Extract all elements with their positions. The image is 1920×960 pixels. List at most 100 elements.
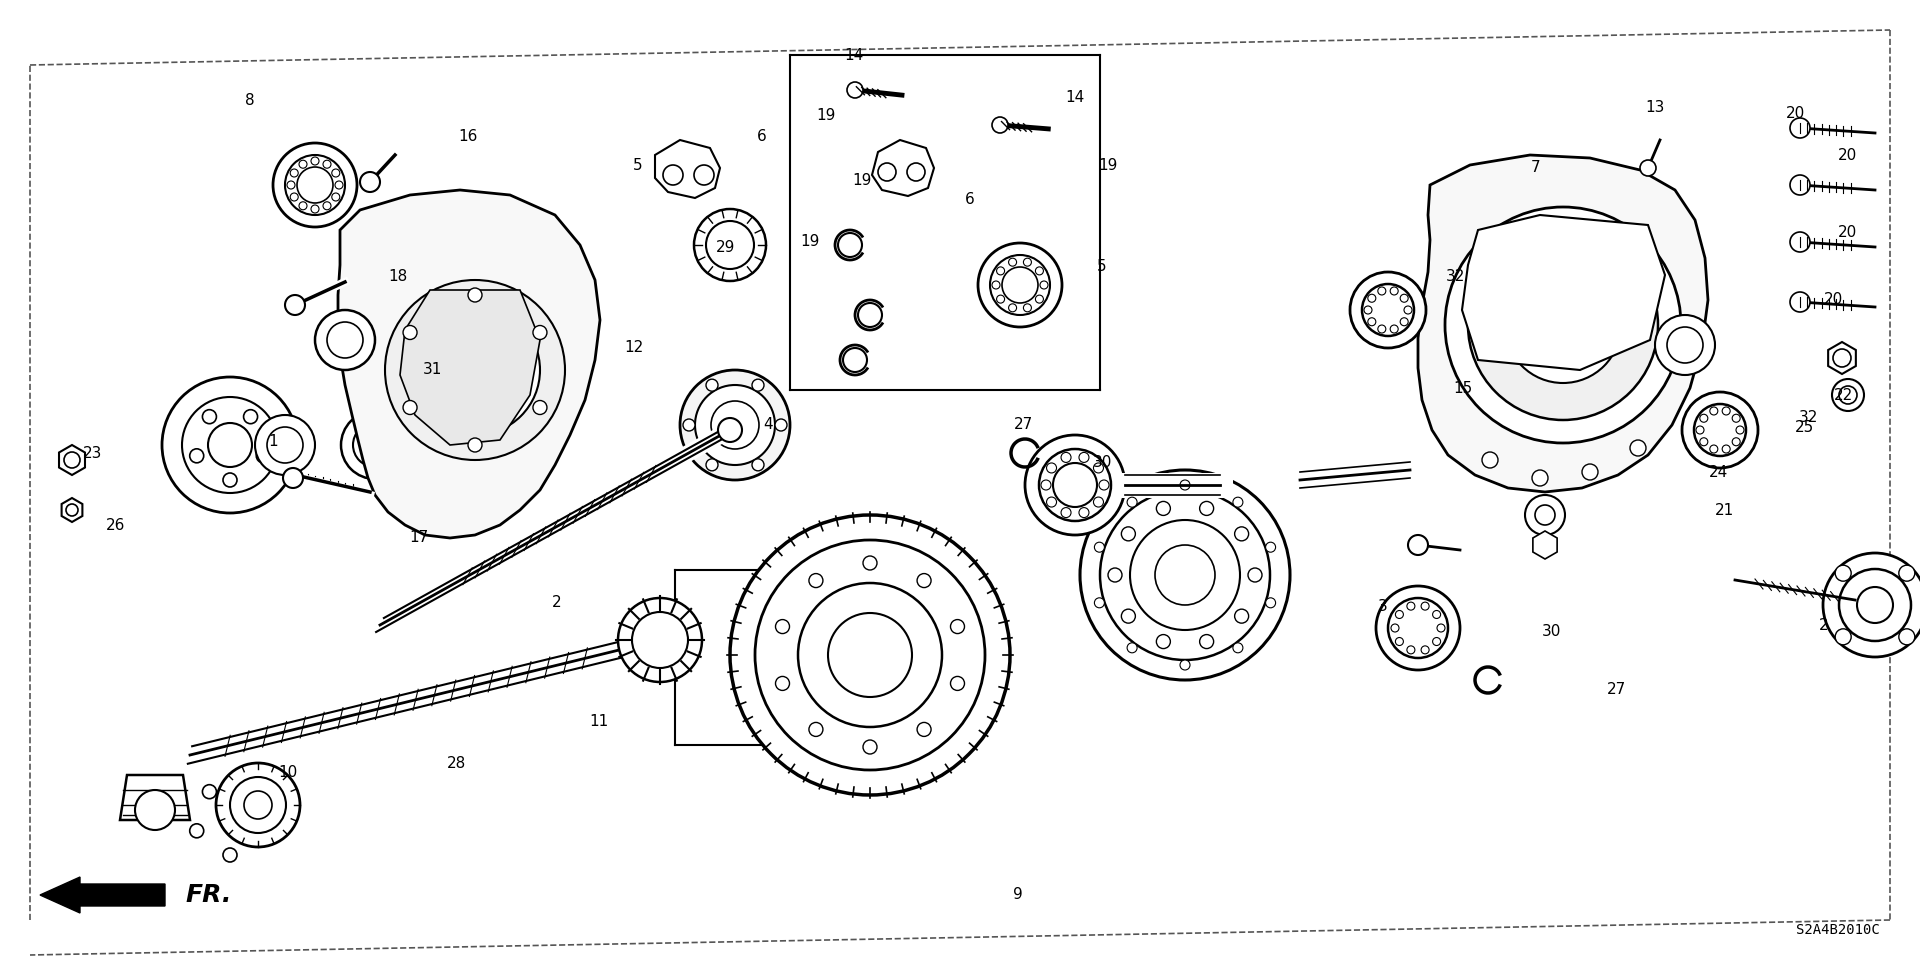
Text: 13: 13 bbox=[1645, 100, 1665, 115]
Text: 22: 22 bbox=[1834, 388, 1853, 403]
Circle shape bbox=[977, 243, 1062, 327]
Circle shape bbox=[1062, 508, 1071, 517]
Circle shape bbox=[534, 325, 547, 340]
Text: 14: 14 bbox=[1066, 90, 1085, 106]
Text: 30: 30 bbox=[1092, 455, 1112, 470]
Circle shape bbox=[311, 157, 319, 165]
Circle shape bbox=[65, 504, 79, 516]
Circle shape bbox=[847, 82, 862, 98]
Circle shape bbox=[1035, 295, 1043, 303]
Circle shape bbox=[1732, 438, 1740, 445]
Circle shape bbox=[707, 221, 755, 269]
Circle shape bbox=[1722, 407, 1730, 415]
Circle shape bbox=[284, 155, 346, 215]
Circle shape bbox=[202, 410, 217, 423]
Circle shape bbox=[1181, 480, 1190, 490]
Text: 9: 9 bbox=[1012, 887, 1023, 902]
Circle shape bbox=[1699, 415, 1707, 422]
Circle shape bbox=[215, 763, 300, 847]
Text: 11: 11 bbox=[589, 714, 609, 730]
Text: 25: 25 bbox=[1795, 420, 1814, 435]
Circle shape bbox=[1839, 569, 1910, 641]
Circle shape bbox=[1039, 449, 1112, 521]
Text: 20: 20 bbox=[1786, 106, 1805, 121]
Polygon shape bbox=[1532, 531, 1557, 559]
Circle shape bbox=[311, 205, 319, 213]
Circle shape bbox=[1377, 586, 1459, 670]
Text: 1: 1 bbox=[267, 434, 278, 449]
Circle shape bbox=[1832, 379, 1864, 411]
Circle shape bbox=[1532, 295, 1594, 355]
Circle shape bbox=[1655, 315, 1715, 375]
Circle shape bbox=[632, 612, 687, 668]
Circle shape bbox=[1367, 295, 1377, 302]
Circle shape bbox=[1233, 497, 1242, 507]
Circle shape bbox=[1156, 635, 1171, 649]
Circle shape bbox=[662, 165, 684, 185]
Circle shape bbox=[1390, 624, 1400, 632]
Circle shape bbox=[950, 619, 964, 634]
Text: 16: 16 bbox=[459, 129, 478, 144]
Circle shape bbox=[996, 267, 1004, 275]
Circle shape bbox=[707, 459, 718, 470]
Circle shape bbox=[1156, 501, 1171, 516]
Text: 14: 14 bbox=[845, 48, 864, 63]
Circle shape bbox=[1532, 470, 1548, 486]
Circle shape bbox=[1582, 464, 1597, 480]
Circle shape bbox=[290, 193, 298, 201]
Circle shape bbox=[267, 427, 303, 463]
Circle shape bbox=[1094, 497, 1104, 507]
Text: 6: 6 bbox=[964, 192, 975, 207]
Circle shape bbox=[1367, 318, 1377, 325]
Circle shape bbox=[1789, 118, 1811, 138]
Circle shape bbox=[255, 824, 271, 838]
Circle shape bbox=[353, 423, 397, 467]
Circle shape bbox=[1235, 527, 1248, 540]
Circle shape bbox=[284, 295, 305, 315]
Circle shape bbox=[1200, 635, 1213, 649]
Circle shape bbox=[906, 163, 925, 181]
Text: 27: 27 bbox=[1607, 682, 1626, 697]
Circle shape bbox=[1052, 463, 1096, 507]
Circle shape bbox=[693, 165, 714, 185]
Circle shape bbox=[1407, 602, 1415, 611]
Text: 19: 19 bbox=[1098, 157, 1117, 173]
Circle shape bbox=[1421, 646, 1428, 654]
Circle shape bbox=[1079, 508, 1089, 517]
Text: 4: 4 bbox=[762, 417, 774, 432]
Circle shape bbox=[363, 433, 388, 457]
Circle shape bbox=[244, 791, 273, 819]
Circle shape bbox=[63, 452, 81, 468]
Circle shape bbox=[1400, 295, 1407, 302]
Circle shape bbox=[1432, 611, 1440, 618]
Circle shape bbox=[315, 310, 374, 370]
Circle shape bbox=[290, 169, 298, 177]
Circle shape bbox=[1789, 232, 1811, 252]
Circle shape bbox=[1421, 602, 1428, 611]
Circle shape bbox=[403, 325, 417, 340]
Circle shape bbox=[1046, 463, 1056, 473]
Text: S2A4B2010C: S2A4B2010C bbox=[1797, 923, 1880, 937]
Circle shape bbox=[753, 379, 764, 391]
Circle shape bbox=[1736, 426, 1743, 434]
Circle shape bbox=[1789, 292, 1811, 312]
Circle shape bbox=[1127, 497, 1137, 507]
Circle shape bbox=[361, 172, 380, 192]
Circle shape bbox=[730, 515, 1010, 795]
Circle shape bbox=[799, 583, 943, 727]
Circle shape bbox=[134, 790, 175, 830]
Circle shape bbox=[808, 723, 824, 736]
Polygon shape bbox=[1828, 342, 1857, 374]
Text: 26: 26 bbox=[106, 517, 125, 533]
Circle shape bbox=[1732, 415, 1740, 422]
Circle shape bbox=[298, 167, 332, 203]
Circle shape bbox=[684, 419, 695, 431]
Circle shape bbox=[710, 401, 758, 449]
Circle shape bbox=[918, 573, 931, 588]
Circle shape bbox=[1446, 207, 1682, 443]
Circle shape bbox=[1361, 284, 1413, 336]
Circle shape bbox=[1108, 568, 1121, 582]
Circle shape bbox=[1899, 565, 1914, 581]
Text: 2: 2 bbox=[1818, 618, 1830, 634]
Circle shape bbox=[1008, 258, 1016, 266]
